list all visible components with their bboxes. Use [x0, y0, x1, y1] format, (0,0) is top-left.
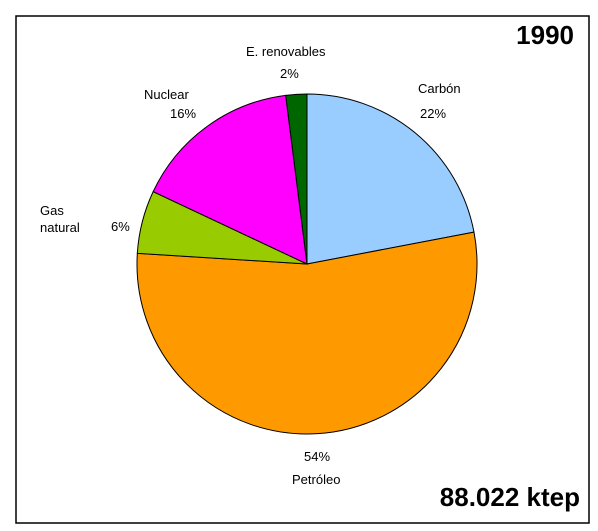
slice-label: E. renovables: [246, 44, 326, 59]
value-label: 16%: [170, 106, 197, 121]
value-label: 54%: [304, 449, 331, 464]
slice-label: Petróleo: [292, 472, 341, 487]
chart-subtitle: 88.022 ktep: [439, 482, 580, 512]
pie-slice: [306, 93, 475, 265]
slice-label: Nuclear: [144, 87, 189, 102]
value-label: 2%: [280, 66, 299, 81]
slice-label: Carbón: [418, 81, 461, 96]
value-label: 6%: [111, 219, 130, 234]
slice-label: Gas natural: [40, 203, 80, 235]
pie-slice: [136, 231, 478, 435]
chart-title: 1990: [516, 20, 574, 50]
pie-slice: [152, 94, 308, 265]
value-label: 22%: [420, 106, 447, 121]
pie-slice: [285, 93, 308, 265]
